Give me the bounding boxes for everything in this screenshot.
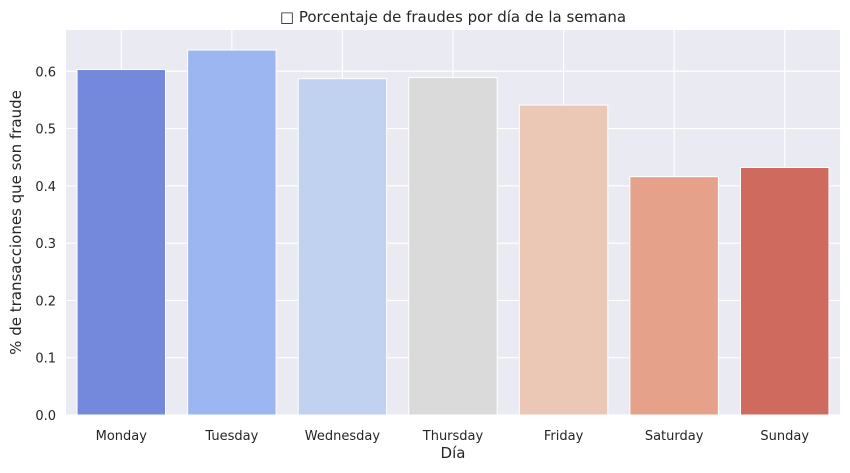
x-tick-label: Sunday (760, 429, 809, 444)
x-axis-label: Día (441, 444, 466, 462)
bar-tuesday (187, 49, 277, 416)
x-tick-label: Saturday (645, 429, 704, 444)
y-tick-label: 0.0 (35, 409, 56, 424)
y-tick-label: 0.6 (35, 65, 56, 80)
y-tick-label: 0.4 (35, 180, 56, 195)
bar-thursday (408, 77, 498, 416)
x-tick-label: Thursday (422, 429, 484, 444)
x-tick-label: Friday (544, 429, 584, 444)
bar-sunday (739, 167, 830, 416)
x-tick-label: Tuesday (204, 429, 258, 444)
bar-monday (76, 69, 167, 416)
x-tick-label: Monday (96, 429, 148, 444)
bar-wednesday (297, 78, 388, 416)
x-tick-labels: Monday Tuesday Wednesday Thursday Friday Satu… (96, 429, 810, 444)
y-tick-label: 0.5 (35, 123, 56, 138)
y-tick-label: 0.3 (35, 237, 56, 252)
bar-friday (518, 104, 609, 416)
x-tick-label: Wednesday (305, 429, 381, 444)
chart-title: □ Porcentaje de fraudes por día de la se… (280, 8, 626, 26)
bar-saturday (629, 176, 719, 416)
y-tick-label: 0.1 (35, 352, 56, 367)
y-axis-label: % de transacciones que son fraude (7, 90, 25, 355)
y-tick-labels: 0.0 0.1 0.2 0.3 0.4 0.5 0.6 (35, 65, 56, 424)
y-tick-label: 0.2 (35, 294, 56, 309)
bars (76, 49, 830, 416)
